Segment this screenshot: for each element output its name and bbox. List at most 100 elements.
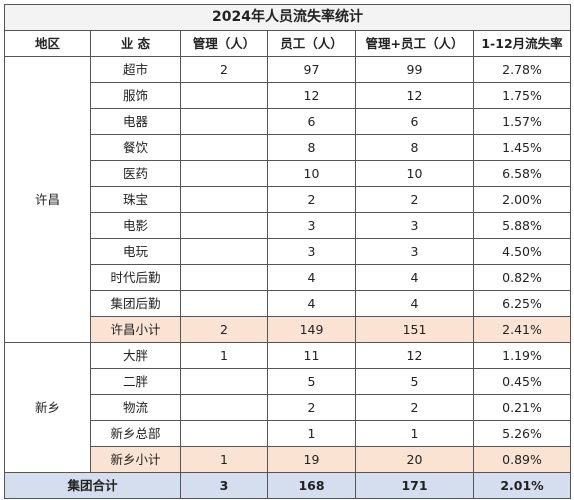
table-row: 时代后勤 4 4 0.82% xyxy=(5,264,571,291)
cell-total-people: 99 xyxy=(355,56,474,83)
cell-total-people: 3 xyxy=(355,238,474,265)
cell-total-people: 2 xyxy=(355,394,474,421)
subtotal-attrition-rate: 2.41% xyxy=(473,316,571,343)
cell-management xyxy=(180,82,268,109)
grand-total-management: 3 xyxy=(180,472,268,499)
cell-total-people: 1 xyxy=(355,420,474,447)
table-row: 电玩 3 3 4.50% xyxy=(5,238,571,265)
cell-staff: 2 xyxy=(267,186,356,213)
cell-business-type: 电器 xyxy=(90,108,181,135)
cell-staff: 4 xyxy=(267,264,356,291)
cell-management xyxy=(180,264,268,291)
cell-staff: 8 xyxy=(267,134,356,161)
attrition-table: 2024年人员流失率统计 地区 业 态 管理（人） 员工（人） 管理+员工（人）… xyxy=(4,4,571,499)
cell-management xyxy=(180,160,268,187)
region-cell: 许昌 xyxy=(4,56,91,343)
grand-total-label: 集团合计 xyxy=(4,472,181,499)
subtotal-management: 2 xyxy=(180,316,268,343)
subtotal-staff: 149 xyxy=(267,316,356,343)
cell-business-type: 珠宝 xyxy=(90,186,181,213)
cell-business-type: 物流 xyxy=(90,394,181,421)
cell-attrition-rate: 1.75% xyxy=(473,82,571,109)
cell-business-type: 医药 xyxy=(90,160,181,187)
cell-attrition-rate: 1.57% xyxy=(473,108,571,135)
cell-total-people: 10 xyxy=(355,160,474,187)
cell-management xyxy=(180,394,268,421)
header-business-type: 业 态 xyxy=(90,30,181,57)
cell-attrition-rate: 0.82% xyxy=(473,264,571,291)
cell-management xyxy=(180,238,268,265)
cell-total-people: 2 xyxy=(355,186,474,213)
cell-business-type: 电影 xyxy=(90,212,181,239)
subtotal-staff: 19 xyxy=(267,446,356,473)
header-management: 管理（人） xyxy=(180,30,268,57)
cell-total-people: 4 xyxy=(355,290,474,317)
table-row: 新乡 大胖 1 11 12 1.19% xyxy=(4,342,571,473)
cell-business-type: 超市 xyxy=(90,56,181,83)
cell-management xyxy=(180,108,268,135)
cell-total-people: 3 xyxy=(355,212,474,239)
cell-management xyxy=(180,134,268,161)
subtotal-attrition-rate: 0.89% xyxy=(473,446,571,473)
table-title: 2024年人员流失率统计 xyxy=(4,4,571,31)
cell-business-type: 电玩 xyxy=(90,238,181,265)
header-attrition-rate: 1-12月流失率 xyxy=(473,30,571,57)
grand-total-attrition-rate: 2.01% xyxy=(473,472,571,499)
subtotal-row: 许昌小计 2 149 151 2.41% xyxy=(5,316,571,343)
cell-attrition-rate: 6.58% xyxy=(473,160,571,187)
cell-management xyxy=(180,212,268,239)
grand-total-staff: 168 xyxy=(267,472,356,499)
cell-business-type: 时代后勤 xyxy=(90,264,181,291)
cell-attrition-rate: 5.88% xyxy=(473,212,571,239)
table-row: 集团后勤 4 4 6.25% xyxy=(5,290,571,317)
region-cell: 新乡 xyxy=(4,342,91,473)
cell-business-type: 新乡总部 xyxy=(90,420,181,447)
cell-attrition-rate: 6.25% xyxy=(473,290,571,317)
title-row: 2024年人员流失率统计 xyxy=(4,4,571,31)
subtotal-management: 1 xyxy=(180,446,268,473)
cell-staff: 5 xyxy=(267,368,356,395)
cell-management: 1 xyxy=(180,342,268,369)
table-row: 医药 10 10 6.58% xyxy=(5,160,571,187)
header-row: 地区 业 态 管理（人） 员工（人） 管理+员工（人） 1-12月流失率 xyxy=(4,30,571,57)
cell-attrition-rate: 1.19% xyxy=(473,342,571,369)
cell-staff: 3 xyxy=(267,212,356,239)
cell-total-people: 6 xyxy=(355,108,474,135)
subtotal-total-people: 151 xyxy=(355,316,474,343)
cell-business-type: 服饰 xyxy=(90,82,181,109)
subtotal-business-type: 新乡小计 xyxy=(90,446,181,473)
cell-staff: 97 xyxy=(267,56,356,83)
subtotal-business-type: 许昌小计 xyxy=(90,316,181,343)
cell-total-people: 8 xyxy=(355,134,474,161)
table-row: 新乡总部 1 1 5.26% xyxy=(5,420,571,447)
table-row: 物流 2 2 0.21% xyxy=(5,394,571,421)
header-total-people: 管理+员工（人） xyxy=(355,30,474,57)
cell-business-type: 大胖 xyxy=(90,342,181,369)
cell-staff: 1 xyxy=(267,420,356,447)
cell-staff: 12 xyxy=(267,82,356,109)
subtotal-row: 新乡小计 1 19 20 0.89% xyxy=(5,446,571,473)
grand-total-row: 集团合计 3 168 171 2.01% xyxy=(4,472,571,499)
cell-business-type: 集团后勤 xyxy=(90,290,181,317)
header-region: 地区 xyxy=(4,30,91,57)
cell-staff: 11 xyxy=(267,342,356,369)
grand-total-total-people: 171 xyxy=(355,472,474,499)
cell-staff: 10 xyxy=(267,160,356,187)
cell-attrition-rate: 1.45% xyxy=(473,134,571,161)
cell-attrition-rate: 2.00% xyxy=(473,186,571,213)
cell-management xyxy=(180,290,268,317)
cell-total-people: 5 xyxy=(355,368,474,395)
cell-attrition-rate: 0.21% xyxy=(473,394,571,421)
cell-business-type: 餐饮 xyxy=(90,134,181,161)
cell-attrition-rate: 0.45% xyxy=(473,368,571,395)
header-staff: 员工（人） xyxy=(267,30,356,57)
cell-management xyxy=(180,420,268,447)
table-row: 电影 3 3 5.88% xyxy=(5,212,571,239)
table-row: 许昌 超市 2 97 99 2.78% xyxy=(4,56,571,343)
cell-management: 2 xyxy=(180,56,268,83)
cell-total-people: 12 xyxy=(355,342,474,369)
cell-staff: 2 xyxy=(267,394,356,421)
cell-attrition-rate: 5.26% xyxy=(473,420,571,447)
cell-business-type: 二胖 xyxy=(90,368,181,395)
cell-management xyxy=(180,186,268,213)
